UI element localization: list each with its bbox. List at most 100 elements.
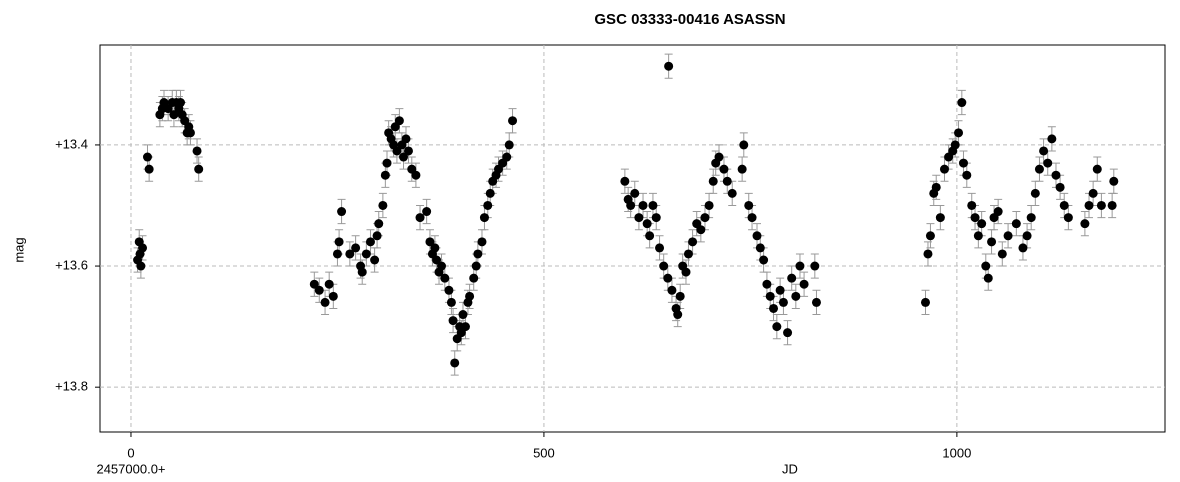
data-point bbox=[981, 261, 991, 271]
data-point bbox=[328, 291, 338, 301]
data-point bbox=[973, 231, 983, 241]
y-tick-label: +13.4 bbox=[55, 136, 88, 151]
data-point bbox=[502, 152, 512, 162]
data-point bbox=[667, 285, 677, 295]
data-point bbox=[1080, 219, 1090, 229]
data-point bbox=[920, 297, 930, 307]
data-point bbox=[351, 243, 361, 253]
data-point bbox=[923, 249, 933, 259]
data-point bbox=[365, 237, 375, 247]
data-point bbox=[394, 116, 404, 126]
data-point bbox=[765, 291, 775, 301]
data-point bbox=[185, 128, 195, 138]
data-point bbox=[415, 213, 425, 223]
data-point bbox=[320, 297, 330, 307]
data-point bbox=[626, 200, 636, 210]
data-point bbox=[1043, 158, 1053, 168]
data-point bbox=[142, 152, 152, 162]
data-point bbox=[380, 170, 390, 180]
data-point bbox=[645, 231, 655, 241]
data-point bbox=[727, 188, 737, 198]
data-point bbox=[642, 219, 652, 229]
data-point bbox=[334, 237, 344, 247]
data-point bbox=[696, 225, 706, 235]
data-point bbox=[663, 273, 673, 283]
data-point bbox=[977, 219, 987, 229]
data-point bbox=[704, 200, 714, 210]
data-point bbox=[1030, 188, 1040, 198]
data-point bbox=[655, 243, 665, 253]
data-point bbox=[460, 322, 470, 332]
data-point bbox=[795, 261, 805, 271]
data-point bbox=[983, 273, 993, 283]
data-point bbox=[1059, 200, 1069, 210]
data-point bbox=[138, 243, 148, 253]
data-point bbox=[799, 279, 809, 289]
data-point bbox=[993, 207, 1003, 217]
data-point bbox=[392, 146, 402, 156]
data-point bbox=[811, 297, 821, 307]
data-point bbox=[357, 267, 367, 277]
data-point bbox=[508, 116, 518, 126]
data-point bbox=[967, 200, 977, 210]
data-point bbox=[448, 316, 458, 326]
data-point bbox=[772, 322, 782, 332]
data-point bbox=[1018, 243, 1028, 253]
data-point bbox=[399, 152, 409, 162]
data-point bbox=[775, 285, 785, 295]
data-point bbox=[432, 255, 442, 265]
data-point bbox=[1022, 231, 1032, 241]
data-point bbox=[372, 231, 382, 241]
data-point bbox=[192, 146, 202, 156]
data-point bbox=[714, 152, 724, 162]
data-point bbox=[425, 237, 435, 247]
data-point bbox=[787, 273, 797, 283]
data-point bbox=[1092, 164, 1102, 174]
data-point bbox=[722, 176, 732, 186]
data-point bbox=[446, 297, 456, 307]
y-axis-label: mag bbox=[11, 237, 26, 262]
data-point bbox=[422, 207, 432, 217]
data-point bbox=[681, 267, 691, 277]
data-point bbox=[465, 291, 475, 301]
data-point bbox=[737, 164, 747, 174]
data-point bbox=[337, 207, 347, 217]
data-point bbox=[700, 213, 710, 223]
data-point bbox=[314, 285, 324, 295]
data-point bbox=[450, 358, 460, 368]
data-point bbox=[810, 261, 820, 271]
data-point bbox=[970, 213, 980, 223]
data-point bbox=[752, 231, 762, 241]
data-point bbox=[1039, 146, 1049, 156]
data-point bbox=[620, 176, 630, 186]
data-point bbox=[411, 170, 421, 180]
data-point bbox=[469, 273, 479, 283]
data-point bbox=[176, 98, 186, 108]
data-point bbox=[370, 255, 380, 265]
data-point bbox=[1109, 176, 1119, 186]
data-point bbox=[1026, 213, 1036, 223]
data-point bbox=[477, 237, 487, 247]
data-point bbox=[458, 310, 468, 320]
data-point bbox=[136, 261, 146, 271]
y-tick-label: +13.8 bbox=[55, 379, 88, 394]
data-point bbox=[1107, 200, 1117, 210]
data-point bbox=[683, 249, 693, 259]
data-point bbox=[1047, 134, 1057, 144]
data-point bbox=[778, 297, 788, 307]
data-point bbox=[378, 200, 388, 210]
data-point bbox=[957, 98, 967, 108]
data-point bbox=[950, 140, 960, 150]
data-point bbox=[332, 249, 342, 259]
data-point bbox=[144, 164, 154, 174]
data-point bbox=[382, 158, 392, 168]
data-point bbox=[997, 249, 1007, 259]
data-point bbox=[634, 213, 644, 223]
data-point bbox=[675, 291, 685, 301]
data-point bbox=[630, 188, 640, 198]
data-point bbox=[755, 243, 765, 253]
data-point bbox=[401, 134, 411, 144]
data-point bbox=[504, 140, 514, 150]
x-tick-label: 500 bbox=[533, 445, 555, 460]
data-point bbox=[1003, 231, 1013, 241]
